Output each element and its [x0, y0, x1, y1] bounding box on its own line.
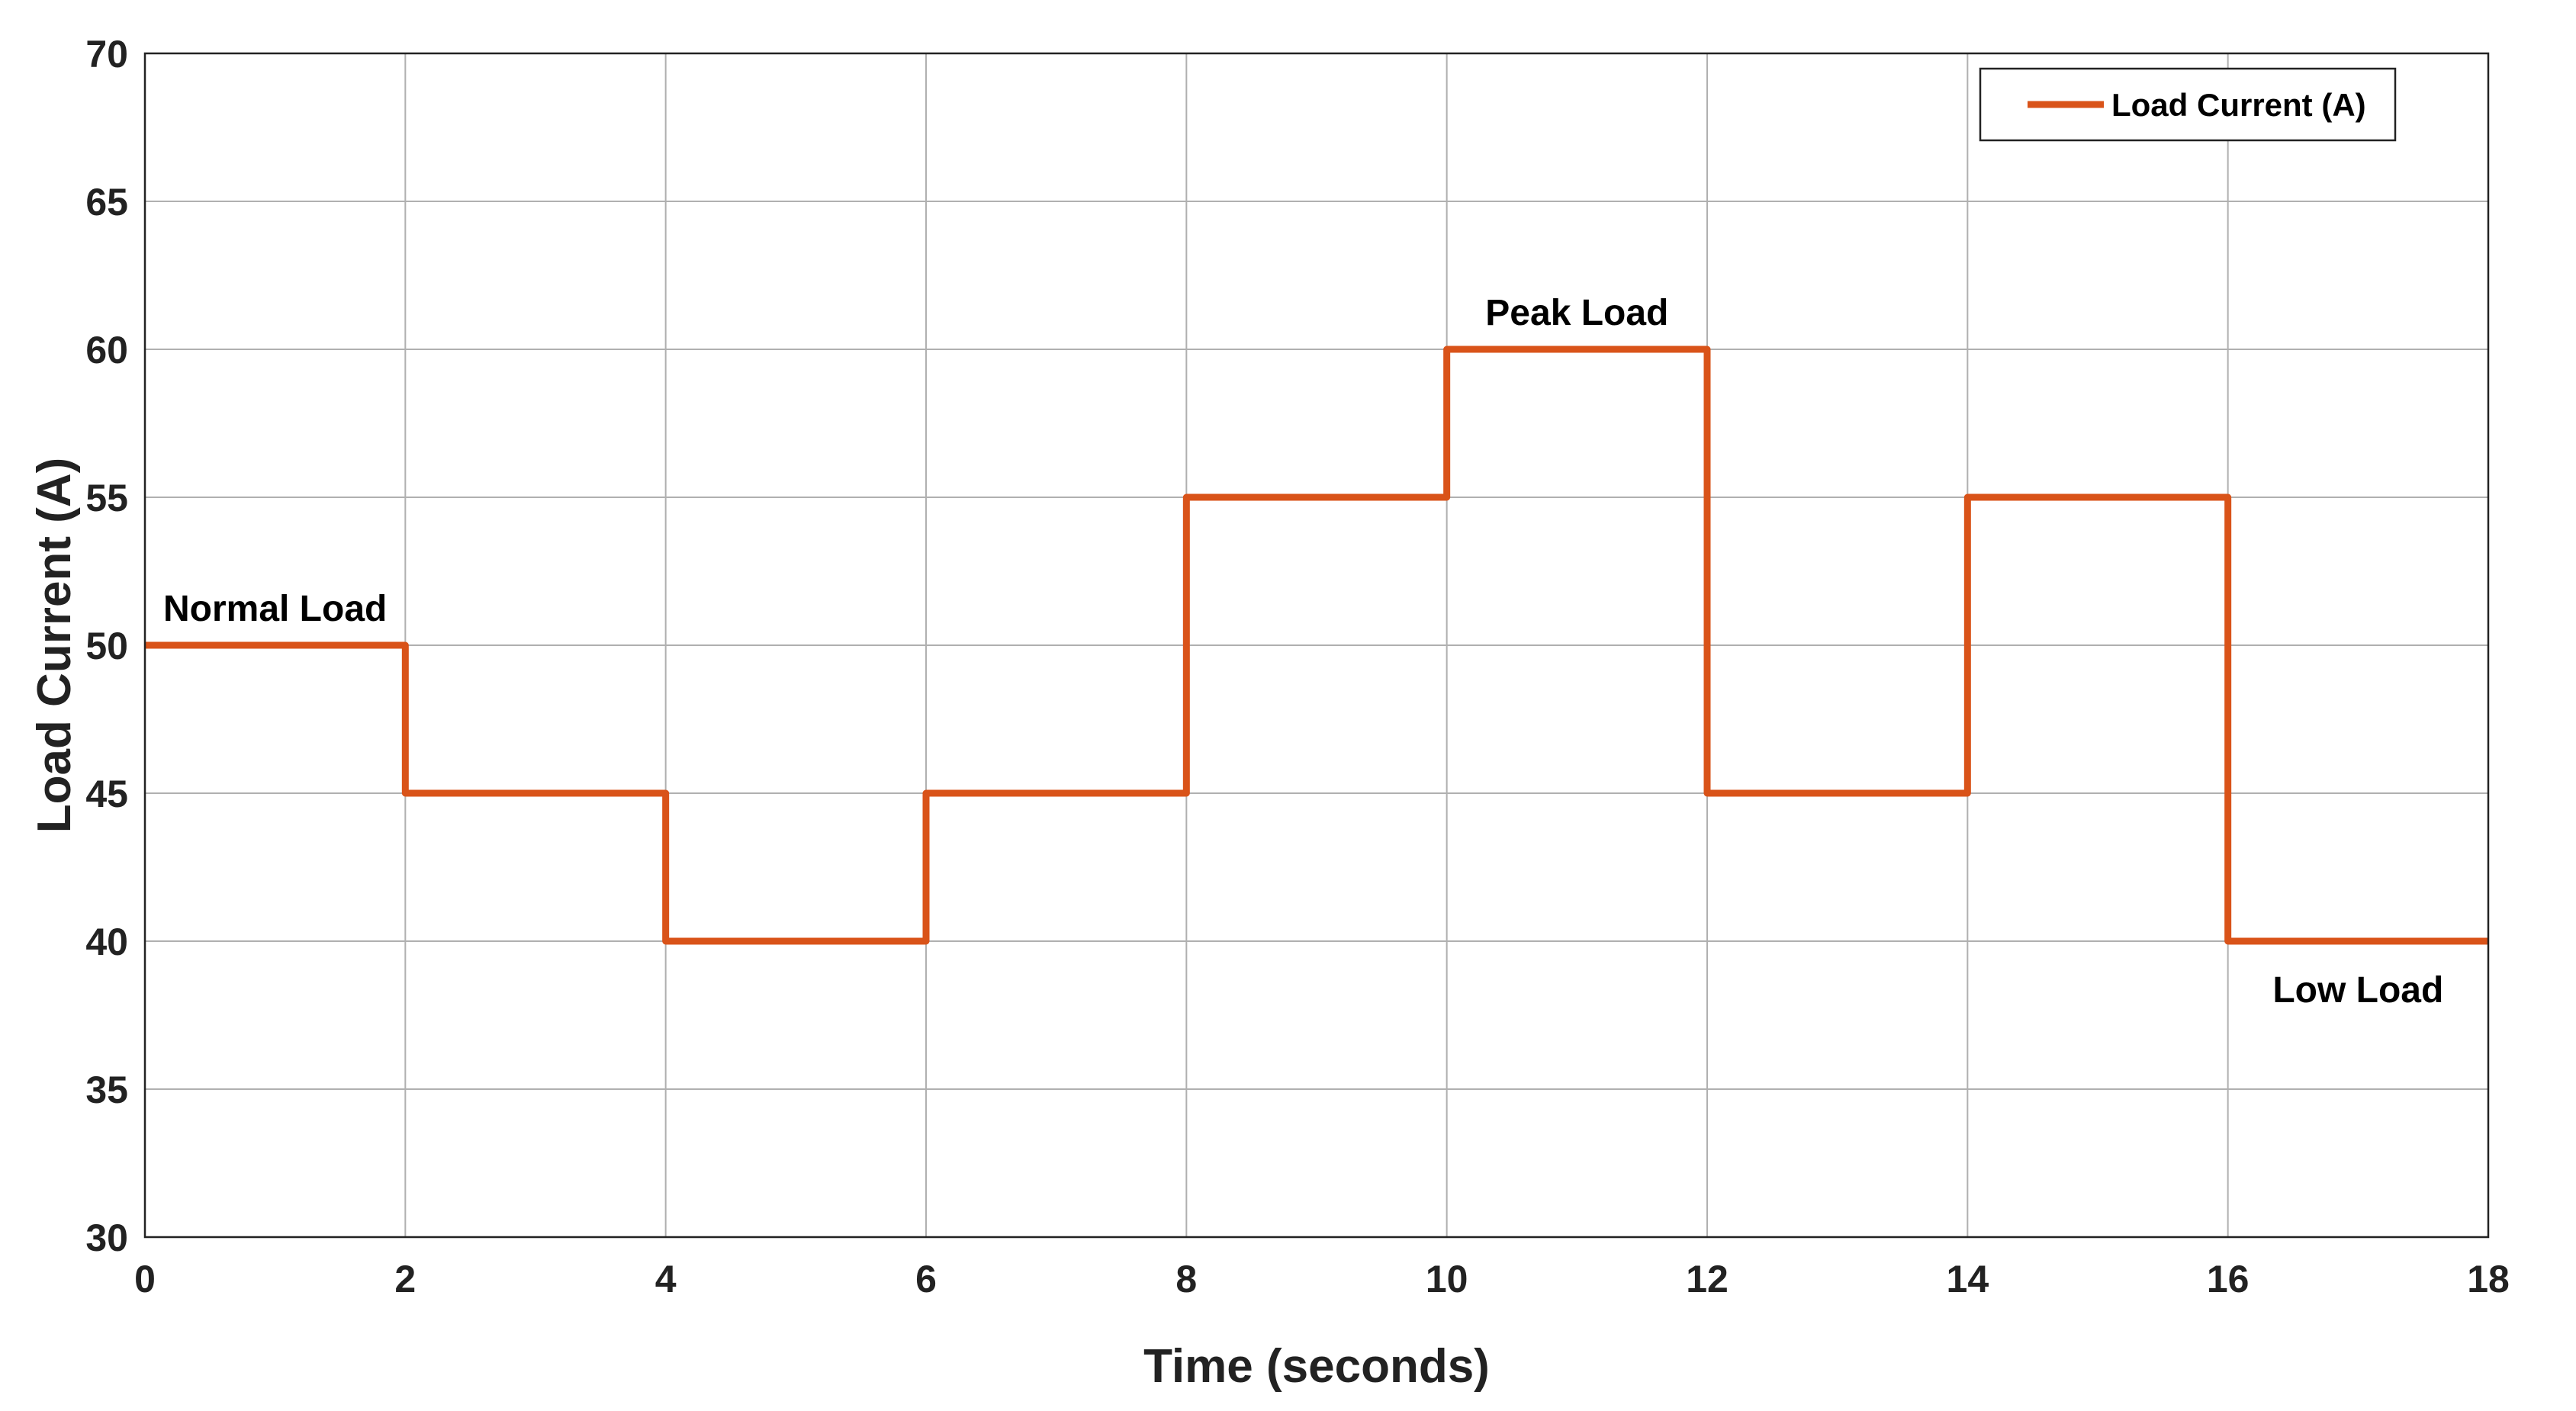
y-tick-labels: 30 35 40 45 50 55 60 65 70: [85, 33, 128, 1259]
annotation-label: Low Load: [2272, 970, 2443, 1011]
x-tick-label: 2: [394, 1258, 416, 1300]
x-tick-label: 8: [1175, 1258, 1197, 1300]
x-tick-label: 12: [1686, 1258, 1729, 1300]
series-line-load-current: [145, 346, 2488, 945]
y-axis-title: Load Current (A): [28, 458, 81, 834]
legend: Load Current (A): [1979, 67, 2397, 142]
annotation-label: Peak Load: [1485, 293, 1668, 333]
grid: [144, 53, 2489, 1238]
annotation-label: Normal Load: [163, 589, 387, 629]
x-tick-label: 16: [2207, 1258, 2250, 1300]
y-tick-label: 30: [85, 1217, 128, 1259]
y-tick-label: 50: [85, 625, 128, 667]
x-tick-label: 18: [2467, 1258, 2510, 1300]
y-tick-label: 60: [85, 329, 128, 371]
y-tick-label: 35: [85, 1069, 128, 1111]
series-layer: [145, 346, 2488, 945]
plot-frame: [143, 52, 2490, 1239]
y-tick-label: 65: [85, 181, 128, 223]
x-tick-label: 4: [655, 1258, 677, 1300]
y-tick-label: 45: [85, 773, 128, 815]
y-tick-label: 70: [85, 33, 128, 76]
annotations: Normal Load Peak Load Low Load: [163, 293, 2443, 1011]
legend-label: Load Current (A): [2111, 87, 2366, 123]
x-axis-title: Time (seconds): [1143, 1340, 1490, 1393]
x-tick-label: 10: [1426, 1258, 1468, 1300]
x-tick-label: 0: [134, 1258, 156, 1300]
x-tick-label: 14: [1947, 1258, 1989, 1300]
x-tick-labels: 0 2 4 6 8 10 12 14 16 18: [134, 1258, 2510, 1300]
y-tick-label: 55: [85, 477, 128, 519]
y-tick-label: 40: [85, 921, 128, 963]
x-tick-label: 6: [915, 1258, 937, 1300]
